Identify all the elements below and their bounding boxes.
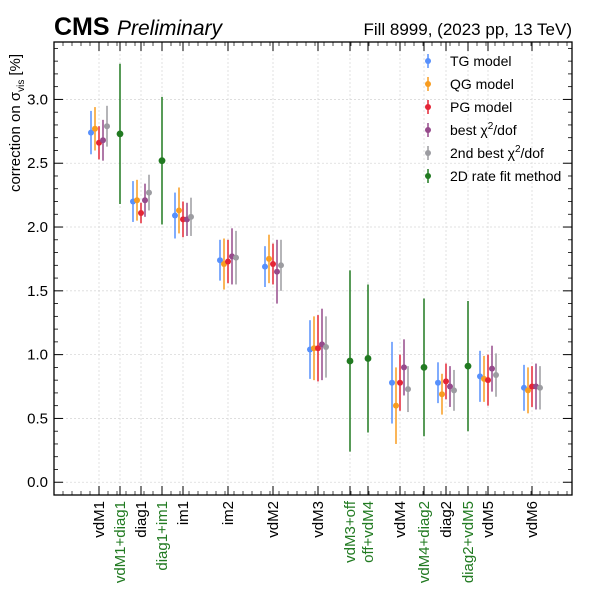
legend-marker <box>425 173 431 179</box>
data-point <box>364 355 372 362</box>
data-point <box>443 378 449 385</box>
data-point <box>92 125 98 132</box>
data-point <box>323 343 329 350</box>
y-tick-label: 2.0 <box>27 219 48 236</box>
legend-marker <box>425 104 431 110</box>
y-axis-label: correction on σvis [%] <box>7 54 27 192</box>
data-point <box>274 268 280 275</box>
data-point <box>172 212 178 219</box>
x-tick-label: im2 <box>220 501 237 525</box>
data-point <box>134 197 140 204</box>
cms-label: CMS <box>54 13 110 41</box>
data-point <box>176 207 182 214</box>
legend-marker <box>425 150 431 156</box>
plot-frame <box>53 41 573 496</box>
data-point <box>489 365 495 372</box>
y-axis-label-unit: [%] <box>7 54 24 76</box>
legend-label: best χ2/dof <box>450 121 517 138</box>
data-point <box>138 209 144 216</box>
data-point <box>262 263 268 270</box>
legend-label: PG model <box>450 99 512 115</box>
data-point <box>451 387 457 394</box>
legend-label: TG model <box>450 53 511 69</box>
data-point <box>225 258 231 265</box>
data-marks <box>88 63 543 452</box>
legend: TG model QG model PG model best χ2/dof 2nd b… <box>425 53 561 184</box>
data-point <box>447 383 453 390</box>
data-point <box>420 363 428 371</box>
legend-label: QG model <box>450 76 514 92</box>
data-point <box>88 129 94 136</box>
x-tick-label: vdM4+diag2 <box>416 501 433 583</box>
x-tick-label: vdM3+off <box>342 500 359 563</box>
x-tick-label: vdM4 <box>392 501 409 538</box>
data-point <box>233 254 239 261</box>
x-tick-label: off+vdM4 <box>360 501 377 563</box>
x-tick-label: vdM6 <box>524 501 541 538</box>
data-point <box>401 364 407 371</box>
run-info-label: Fill 8999, (2023 pp, 13 TeV) <box>363 20 572 39</box>
x-tick-label: diag2+vdM5 <box>460 501 477 583</box>
legend-label: 2D rate fit method <box>450 168 561 184</box>
data-point <box>266 255 272 262</box>
x-tick-label: diag2 <box>438 501 455 538</box>
data-point <box>346 357 354 365</box>
y-tick-label: 0.0 <box>27 474 48 491</box>
y-tick-label: 1.5 <box>27 283 48 300</box>
data-point <box>158 157 166 165</box>
y-axis-label-sub: vis <box>16 80 27 92</box>
preliminary-label: Preliminary <box>117 17 224 40</box>
data-point <box>389 379 395 386</box>
data-point <box>100 137 106 144</box>
data-point <box>188 213 194 220</box>
data-point <box>146 189 152 196</box>
data-point <box>393 402 399 409</box>
x-tick-label: diag1+im1 <box>154 501 171 571</box>
data-point <box>270 261 276 268</box>
data-point <box>485 377 491 384</box>
x-tick-label: vdM3 <box>310 501 327 538</box>
x-tick-label: vdM2 <box>265 501 282 538</box>
data-point <box>142 197 148 204</box>
data-point <box>315 345 321 352</box>
x-tick-label: vdM1+diag1 <box>112 501 129 583</box>
data-point <box>217 257 223 264</box>
legend-marker <box>425 58 431 64</box>
x-tick-label: im1 <box>175 501 192 525</box>
x-tick-label: diag1 <box>133 501 150 538</box>
data-point <box>278 262 284 269</box>
data-point <box>493 372 499 379</box>
data-point <box>537 384 543 391</box>
y-tick-label: 1.0 <box>27 347 48 364</box>
legend-marker <box>425 81 431 87</box>
legend-label: 2nd best χ2/dof <box>450 144 544 161</box>
data-point <box>439 391 445 398</box>
x-tick-label: vdM5 <box>480 501 497 538</box>
y-tick-label: 2.5 <box>27 155 48 172</box>
data-point <box>116 130 124 138</box>
data-point <box>525 387 531 394</box>
legend-marker <box>425 127 431 133</box>
data-point <box>464 362 472 370</box>
y-tick-label: 3.0 <box>27 91 48 108</box>
data-point <box>397 379 403 386</box>
y-tick-label: 0.5 <box>27 410 48 427</box>
data-point <box>435 379 441 386</box>
y-axis-label-main: correction on σ <box>7 91 24 192</box>
data-point <box>405 386 411 393</box>
x-tick-label: vdM1 <box>91 501 108 538</box>
data-point <box>104 123 110 130</box>
